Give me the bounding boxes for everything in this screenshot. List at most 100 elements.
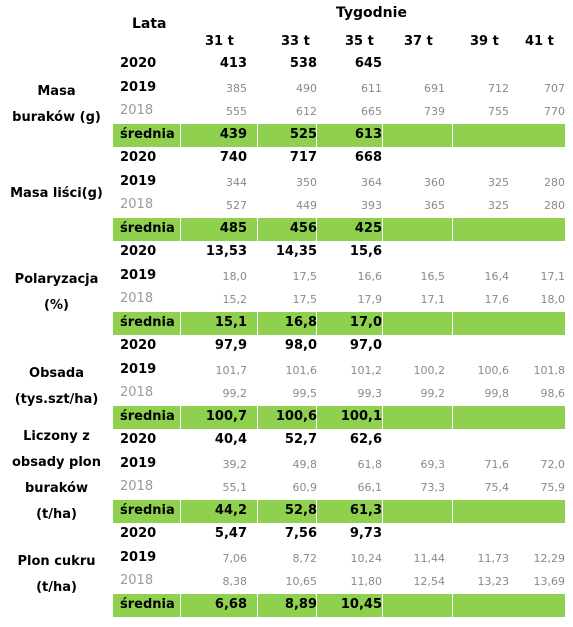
group-label: Liczony z obsady plon buraków (t/ha): [0, 424, 113, 528]
table-cell: 14,35: [275, 244, 317, 259]
table-cell: 350: [296, 175, 317, 189]
year-label: 2019: [120, 455, 157, 471]
year-label: 2019: [120, 173, 157, 189]
year-label: średnia: [120, 502, 175, 518]
year-label: średnia: [120, 314, 175, 330]
table-cell: 101,2: [350, 363, 383, 377]
year-label: 2019: [120, 361, 157, 377]
table-cell: 99,3: [357, 387, 383, 400]
table-cell: 527: [226, 199, 247, 212]
table-cell: 100,1: [340, 408, 382, 424]
table-cell: 16,8: [284, 314, 317, 330]
table-cell: 10,24: [350, 551, 383, 565]
week-header-33: 33 t: [281, 34, 310, 49]
table-cell: 538: [289, 56, 317, 71]
table-cell: 66,1: [357, 481, 383, 494]
table-cell: 101,6: [285, 363, 318, 377]
week-header-37: 37 t: [404, 34, 433, 49]
table-cell: 11,44: [413, 551, 446, 565]
group-label-line: Masa liści(g): [10, 186, 103, 201]
table-cell: 99,5: [292, 387, 318, 400]
table-cell: 12,29: [533, 551, 566, 565]
average-row: średnia 485 456 425: [0, 217, 573, 241]
table-row: 2020 13,53 14,35 15,6: [0, 241, 573, 264]
table-cell: 71,6: [484, 457, 510, 471]
table-cell: 611: [361, 81, 382, 95]
year-label: 2020: [120, 244, 157, 259]
table-cell: 17,5: [292, 269, 318, 283]
table-cell: 11,73: [477, 551, 510, 565]
table-cell: 13,53: [205, 244, 247, 259]
table-cell: 16,4: [484, 269, 510, 283]
cell-divider: [452, 311, 453, 335]
table-cell: 61,8: [357, 457, 383, 471]
average-row: średnia 439 525 613: [0, 123, 573, 147]
table-cell: 52,8: [284, 502, 317, 518]
table-cell: 668: [354, 150, 382, 165]
week-header-41: 41 t: [525, 34, 554, 49]
cell-divider: [382, 311, 383, 335]
table-cell: 75,9: [540, 481, 566, 494]
table-cell: 525: [289, 126, 317, 142]
table-cell: 99,2: [222, 387, 248, 400]
table-cell: 425: [354, 220, 382, 236]
table-cell: 770: [544, 105, 565, 118]
table-cell: 490: [296, 81, 317, 95]
table-cell: 485: [219, 220, 247, 236]
table-cell: 280: [544, 175, 565, 189]
week-header-35: 35 t: [345, 34, 374, 49]
year-label: średnia: [120, 596, 175, 612]
cell-divider: [316, 311, 317, 335]
cell-divider: [180, 217, 181, 241]
table-cell: 365: [424, 199, 445, 212]
table-cell: 49,8: [292, 457, 318, 471]
group-label-line: buraków (g): [12, 109, 101, 125]
year-label: 2020: [120, 150, 157, 165]
table-cell: 6,68: [214, 596, 247, 612]
cell-divider: [257, 405, 258, 429]
table-cell: 99,8: [484, 387, 510, 400]
table-cell: 413: [219, 56, 247, 71]
group-label-line: Polaryzacja: [14, 271, 99, 287]
table-cell: 60,9: [292, 481, 318, 494]
table-cell: 10,65: [285, 575, 318, 588]
year-label: 2019: [120, 549, 157, 565]
week-header-31: 31 t: [205, 34, 234, 49]
table-row: 2018 55,1 60,9 66,1 73,3 75,4 75,9: [0, 476, 573, 499]
cell-divider: [257, 593, 258, 617]
group-label: Polaryzacja (%): [0, 267, 113, 319]
table-cell: 8,89: [284, 596, 317, 612]
cell-divider: [180, 593, 181, 617]
cell-divider: [452, 499, 453, 523]
table-cell: 740: [219, 150, 247, 165]
year-label: 2019: [120, 267, 157, 283]
table-cell: 613: [354, 126, 382, 142]
cell-divider: [316, 123, 317, 147]
cell-divider: [180, 311, 181, 335]
year-label: 2018: [120, 479, 154, 494]
table-row: 2019 101,7 101,6 101,2 100,2 100,6 101,8: [0, 359, 573, 382]
table-cell: 52,7: [284, 432, 317, 447]
table-row: 2020 40,4 52,7 62,6: [0, 429, 573, 452]
table-cell: 280: [544, 199, 565, 212]
table-cell: 100,2: [413, 363, 446, 377]
table-cell: 385: [226, 81, 247, 95]
table-cell: 100,6: [477, 363, 510, 377]
cell-divider: [382, 217, 383, 241]
cell-divider: [257, 499, 258, 523]
group-label: Masa buraków (g): [0, 79, 113, 131]
table-cell: 98,0: [284, 338, 317, 353]
table-cell: 11,80: [350, 575, 383, 588]
year-label: 2018: [120, 573, 154, 588]
table-cell: 645: [354, 56, 382, 71]
year-label: 2018: [120, 197, 154, 212]
cell-divider: [316, 405, 317, 429]
year-label: 2020: [120, 432, 157, 447]
table-cell: 16,5: [420, 269, 446, 283]
table-row: 2019 385 490 611 691 712 707: [0, 77, 573, 100]
group-label-line: Plon cukru: [17, 553, 96, 569]
group-label-line: Liczony z: [23, 429, 90, 444]
table-cell: 15,2: [222, 293, 248, 306]
table-cell: 15,6: [349, 244, 382, 259]
table-cell: 8,38: [222, 575, 248, 588]
